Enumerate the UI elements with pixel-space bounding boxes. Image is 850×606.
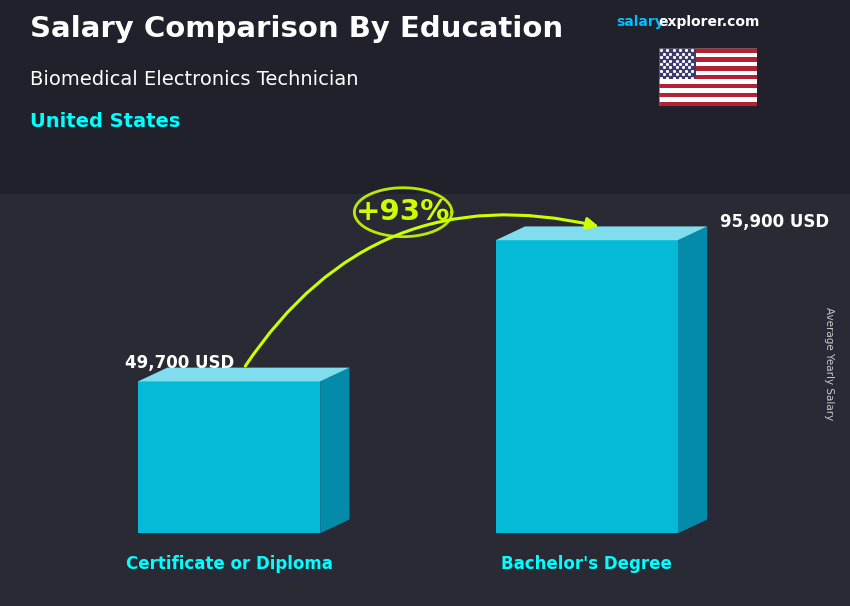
Bar bbox=[659, 79, 756, 84]
Bar bbox=[659, 71, 756, 75]
Bar bbox=[255, 265, 552, 550]
Bar bbox=[659, 62, 756, 66]
Polygon shape bbox=[496, 240, 678, 533]
Text: Biomedical Electronics Technician: Biomedical Electronics Technician bbox=[30, 70, 358, 88]
Text: Average Yearly Salary: Average Yearly Salary bbox=[824, 307, 834, 420]
Bar bbox=[290, 0, 595, 253]
Bar bbox=[372, 295, 521, 408]
Text: +93%: +93% bbox=[356, 198, 450, 226]
Bar bbox=[577, 226, 737, 498]
Polygon shape bbox=[138, 368, 349, 381]
Bar bbox=[659, 97, 756, 102]
Bar bbox=[496, 15, 678, 148]
Bar bbox=[659, 48, 756, 53]
Text: salary: salary bbox=[616, 15, 664, 29]
Bar bbox=[105, 26, 321, 229]
Bar bbox=[373, 210, 570, 404]
Bar bbox=[375, 23, 516, 137]
Polygon shape bbox=[138, 381, 320, 533]
Bar bbox=[286, 463, 621, 561]
Bar bbox=[659, 58, 756, 62]
Text: 49,700 USD: 49,700 USD bbox=[125, 355, 235, 372]
Polygon shape bbox=[496, 227, 707, 240]
Bar bbox=[12, 273, 223, 460]
Bar bbox=[659, 66, 756, 71]
Text: explorer.com: explorer.com bbox=[659, 15, 760, 29]
Bar bbox=[672, 27, 786, 226]
Bar bbox=[7, 0, 138, 232]
Polygon shape bbox=[320, 368, 349, 533]
Bar bbox=[659, 84, 756, 88]
Bar bbox=[659, 75, 756, 79]
Bar bbox=[659, 88, 756, 93]
Bar bbox=[659, 48, 696, 79]
Bar bbox=[442, 342, 677, 559]
Text: United States: United States bbox=[30, 112, 180, 131]
Bar bbox=[659, 102, 756, 106]
Bar bbox=[460, 0, 761, 207]
Bar bbox=[33, 333, 250, 505]
Polygon shape bbox=[678, 227, 707, 533]
Bar bbox=[0, 0, 850, 194]
Bar bbox=[60, 313, 380, 429]
Bar bbox=[438, 287, 742, 467]
Text: 95,900 USD: 95,900 USD bbox=[720, 213, 830, 231]
Bar bbox=[607, 321, 850, 569]
Bar bbox=[169, 504, 371, 587]
Bar bbox=[659, 53, 756, 58]
Bar bbox=[659, 93, 756, 97]
Bar bbox=[653, 25, 816, 184]
Text: Salary Comparison By Education: Salary Comparison By Education bbox=[30, 15, 563, 43]
